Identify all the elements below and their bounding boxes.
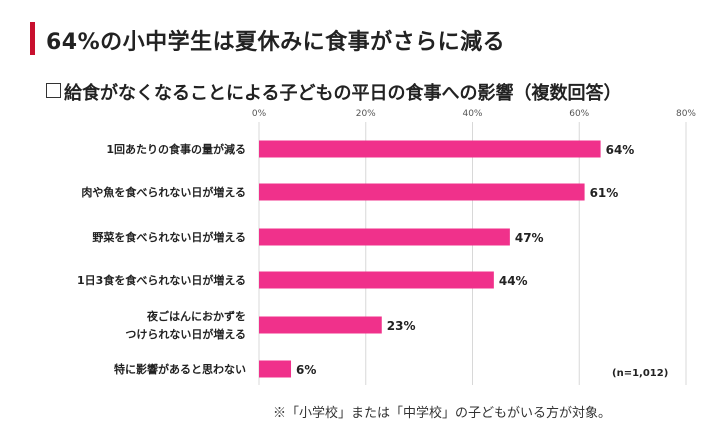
value-label: 6%	[296, 363, 316, 377]
category-label: 野菜を食べられない日が増える	[92, 230, 246, 244]
bar	[259, 140, 601, 158]
category-label: 特に影響があると思わない	[114, 362, 246, 376]
value-label: 64%	[606, 143, 635, 157]
subtitle-box-icon	[46, 83, 61, 98]
bar	[259, 183, 585, 201]
footnote: ※「小学校」または「中学校」の子どもがいる方が対象。	[273, 406, 612, 421]
x-tick-label: 40%	[462, 109, 482, 119]
value-label: 23%	[387, 319, 416, 333]
category-label: 1日3食を食べられない日が増える	[77, 273, 246, 287]
value-label: 47%	[515, 231, 544, 245]
value-label: 44%	[499, 274, 528, 288]
x-tick-label: 80%	[676, 109, 696, 119]
bar	[259, 228, 510, 246]
value-label: 61%	[590, 186, 619, 200]
chart-subtitle: 給食がなくなることによる子どもの平日の食事への影響（複数回答）	[64, 83, 622, 104]
category-label: つけられない日が増える	[125, 327, 246, 341]
x-tick-label: 60%	[569, 109, 589, 119]
x-tick-label: 0%	[252, 109, 267, 119]
x-tick-label: 20%	[356, 109, 376, 119]
category-label: 夜ごはんにおかずを	[146, 309, 246, 323]
category-label: 肉や魚を食べられない日が増える	[81, 185, 246, 199]
bar	[259, 271, 494, 289]
bar	[259, 360, 292, 378]
headline: 64%の小中学生は夏休みに食事がさらに減る	[46, 30, 506, 55]
headline-accent-bar	[30, 22, 35, 55]
bar	[259, 316, 382, 334]
category-label: 1回あたりの食事の量が減る	[106, 142, 246, 156]
sample-size-note: (n=1,012)	[612, 368, 669, 379]
